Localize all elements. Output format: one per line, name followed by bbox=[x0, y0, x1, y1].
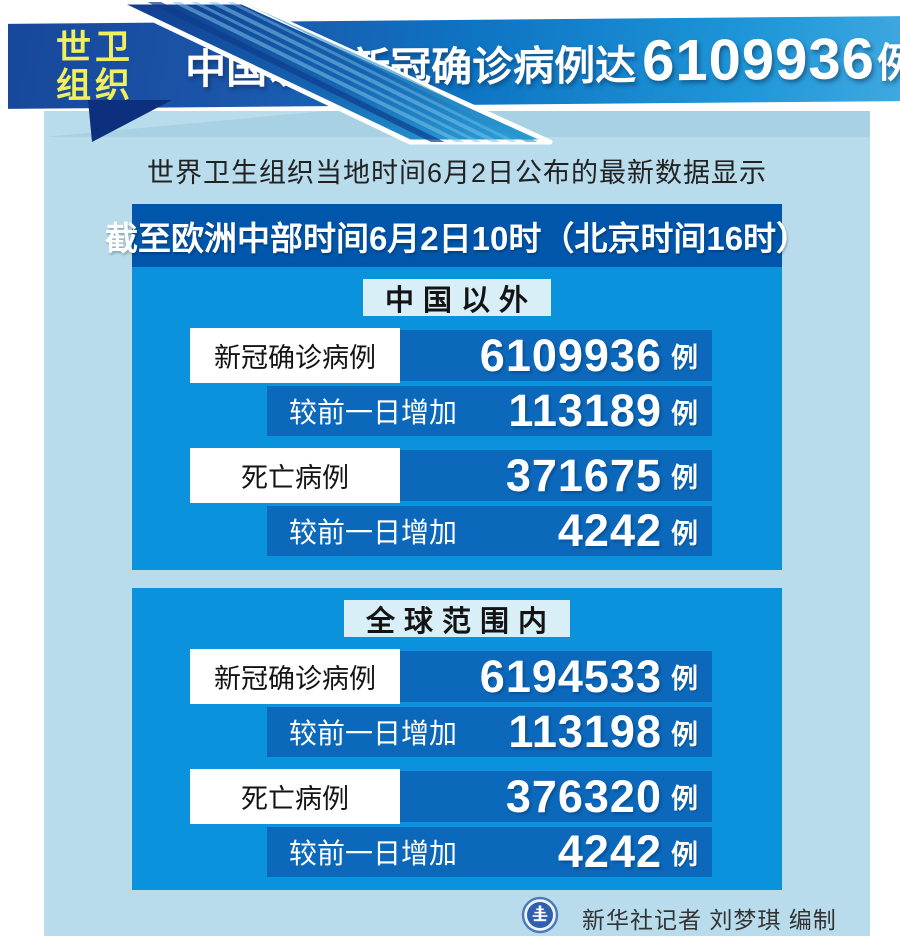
banner-title: 中国以外新冠确诊病例达 6109936 例 bbox=[185, 16, 900, 107]
table-row: 死亡病例 371675 例 bbox=[132, 448, 782, 503]
who-badge-line1: 世卫 bbox=[56, 27, 135, 68]
row-value-strip: 6194533 例 bbox=[400, 651, 712, 702]
table-row: 较前一日增加 4242 例 bbox=[132, 505, 782, 556]
row-value: 376320 bbox=[505, 770, 662, 822]
xinhua-logo-monument bbox=[532, 905, 548, 922]
row-label: 死亡病例 bbox=[190, 769, 400, 824]
row-value: 371675 bbox=[505, 449, 662, 501]
who-badge: 世卫 组织 bbox=[56, 27, 135, 106]
who-badge-line2: 组织 bbox=[56, 65, 135, 106]
footer-credit-text: 新华社记者 刘梦琪 编制 bbox=[582, 907, 837, 933]
title-banner: 世卫 组织 中国以外新冠确诊病例达 6109936 例 bbox=[8, 16, 900, 109]
row-value: 6194533 bbox=[479, 650, 662, 702]
row-increase-strip: 较前一日增加 113198 例 bbox=[267, 706, 712, 757]
table-row: 较前一日增加 113189 例 bbox=[132, 385, 782, 436]
table-row: 新冠确诊病例 6194533 例 bbox=[132, 649, 782, 704]
panel-top-shade-wedge bbox=[44, 111, 870, 137]
row-label: 较前一日增加 bbox=[289, 838, 458, 869]
row-value: 113198 bbox=[508, 706, 662, 757]
row-unit: 例 bbox=[671, 839, 698, 870]
row-label: 新冠确诊病例 bbox=[190, 328, 400, 383]
table-row: 新冠确诊病例 6109936 例 bbox=[132, 328, 782, 383]
row-unit: 例 bbox=[671, 784, 698, 814]
row-value: 4242 bbox=[557, 505, 662, 556]
banner-title-unit: 例 bbox=[876, 39, 900, 86]
row-label: 较前一日增加 bbox=[289, 397, 458, 428]
table-row: 较前一日增加 113198 例 bbox=[132, 706, 782, 757]
table-row: 较前一日增加 4242 例 bbox=[132, 826, 782, 877]
row-value-strip: 6109936 例 bbox=[400, 330, 712, 381]
row-unit: 例 bbox=[671, 463, 698, 493]
section-label: 中国以外 bbox=[362, 279, 551, 317]
row-unit: 例 bbox=[671, 398, 698, 429]
row-label: 较前一日增加 bbox=[289, 517, 458, 548]
row-value: 113189 bbox=[508, 385, 662, 436]
section-label: 全球范围内 bbox=[343, 600, 570, 638]
row-value-strip: 371675 例 bbox=[400, 450, 712, 501]
row-unit: 例 bbox=[671, 518, 698, 549]
row-unit: 例 bbox=[671, 719, 698, 750]
row-increase-strip: 较前一日增加 4242 例 bbox=[267, 505, 712, 556]
row-increase-strip: 较前一日增加 113189 例 bbox=[267, 385, 712, 436]
row-value-strip: 376320 例 bbox=[400, 771, 712, 822]
row-value: 6109936 bbox=[479, 329, 662, 381]
banner-title-text: 中国以外新冠确诊病例达 bbox=[185, 41, 637, 92]
row-value: 4242 bbox=[557, 826, 662, 877]
subtitle-text: 世界卫生组织当地时间6月2日公布的最新数据显示 bbox=[146, 158, 768, 188]
row-increase-strip: 较前一日增加 4242 例 bbox=[267, 826, 712, 877]
banner-title-number: 6109936 bbox=[642, 26, 875, 94]
row-unit: 例 bbox=[671, 664, 698, 694]
stats-card-global: 全球范围内 新冠确诊病例 6194533 例 较前一日增加 113198 例 死… bbox=[132, 588, 782, 890]
table-row: 死亡病例 376320 例 bbox=[132, 769, 782, 824]
row-label: 新冠确诊病例 bbox=[190, 649, 400, 704]
row-label: 死亡病例 bbox=[190, 448, 400, 503]
row-label: 较前一日增加 bbox=[289, 718, 458, 749]
xinhua-logo-icon bbox=[521, 896, 559, 934]
timestamp-header-bar: 截至欧洲中部时间6月2日10时（北京时间16时） bbox=[105, 204, 809, 267]
banner-top-fold-triangle bbox=[204, 4, 262, 21]
row-unit: 例 bbox=[671, 343, 698, 373]
stats-card-outside-china: 中国以外 新冠确诊病例 6109936 例 较前一日增加 113189 例 死亡… bbox=[132, 267, 782, 570]
